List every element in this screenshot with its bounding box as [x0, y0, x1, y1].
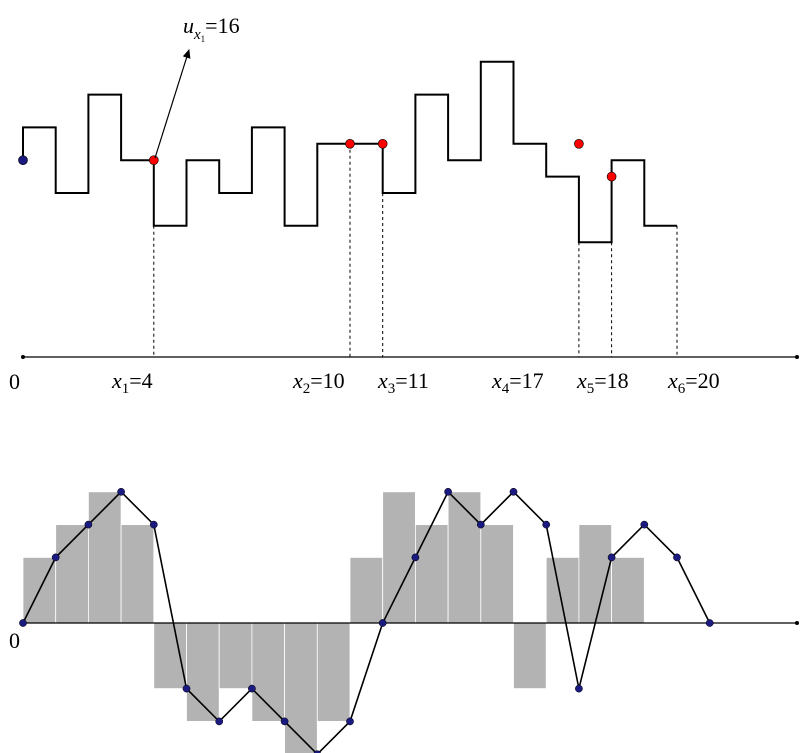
polyline-vertices	[19, 487, 714, 753]
polyline-vertex	[542, 520, 551, 529]
histogram-bar	[578, 524, 613, 624]
svg-text:x4=17: x4=17	[491, 368, 544, 397]
polyline-vertex	[378, 619, 387, 627]
top-panel: 0 x1=4 x2=10 x3=11 x4=17 x5=18 x6=20 ux1…	[9, 13, 799, 397]
marked-points	[18, 139, 617, 182]
event-point	[574, 139, 584, 149]
svg-text:x6=20: x6=20	[667, 368, 720, 397]
step-function-path	[22, 60, 677, 244]
x-label-6: x6=20	[667, 368, 720, 397]
histogram-bar	[88, 491, 122, 624]
histogram-bar	[382, 491, 416, 624]
bottom-axis-end-dot	[795, 621, 799, 625]
histogram-bar	[611, 557, 645, 624]
event-point	[149, 155, 159, 165]
histogram-bar	[120, 524, 155, 624]
top-origin-label: 0	[9, 369, 20, 394]
histogram-bar	[186, 622, 220, 722]
histogram-bar	[545, 557, 580, 624]
polyline-vertex	[509, 487, 518, 496]
polyline-vertex	[182, 684, 191, 693]
histogram-bar	[153, 622, 187, 689]
polyline-vertex	[444, 487, 452, 496]
histogram-bar	[284, 622, 318, 753]
bottom-panel: 0	[9, 487, 799, 753]
x-label-1: x1=4	[111, 368, 153, 397]
svg-text:x1=4: x1=4	[111, 368, 153, 397]
x-label-4: x4=17	[491, 368, 544, 397]
x-label-5: x5=18	[576, 368, 629, 397]
histogram-bar	[55, 524, 89, 624]
histogram-bar	[218, 622, 253, 689]
polyline-vertex	[248, 684, 256, 693]
svg-text:x5=18: x5=18	[576, 368, 629, 397]
start-point	[18, 155, 28, 165]
polyline-vertex	[19, 619, 27, 627]
interpolating-polyline	[22, 490, 711, 753]
polyline-vertex	[476, 520, 485, 529]
svg-text:x2=10: x2=10	[292, 368, 345, 397]
svg-text:ux1=16: ux1=16	[183, 13, 240, 44]
histogram-bar	[349, 557, 384, 624]
polyline-vertex	[640, 520, 649, 529]
polyline-vertex	[117, 487, 125, 496]
annotation-label: ux1=16	[183, 13, 240, 44]
annotation-arrow	[154, 49, 191, 159]
histogram-bar	[414, 524, 449, 624]
histogram-bar	[447, 491, 482, 624]
polyline-vertex	[280, 717, 289, 726]
polyline-vertex	[411, 553, 420, 562]
event-point	[377, 139, 388, 149]
polyline-vertex	[575, 684, 583, 693]
x-label-3: x3=11	[377, 368, 429, 397]
polyline-vertex	[346, 717, 354, 726]
polyline-vertex	[215, 717, 224, 726]
polyline-vertex	[705, 619, 714, 627]
histogram-bar	[251, 622, 285, 722]
polyline-vertex	[607, 553, 616, 562]
top-axis-end-dot	[795, 355, 799, 359]
vertical-guides	[153, 143, 678, 357]
bottom-origin-label: 0	[9, 628, 20, 653]
polyline-vertex	[149, 520, 158, 529]
event-point	[606, 171, 617, 182]
histogram-bar	[513, 622, 547, 689]
x-label-2: x2=10	[292, 368, 345, 397]
polyline-vertex	[313, 750, 321, 753]
polyline-vertex	[51, 553, 60, 562]
top-axis-origin-dot	[21, 355, 25, 359]
event-point	[345, 139, 355, 149]
histogram-bar	[316, 622, 351, 722]
histogram-bar	[480, 524, 514, 624]
svg-text:x3=11: x3=11	[377, 368, 429, 397]
polyline-vertex	[84, 520, 93, 529]
polyline-vertex	[673, 553, 681, 562]
